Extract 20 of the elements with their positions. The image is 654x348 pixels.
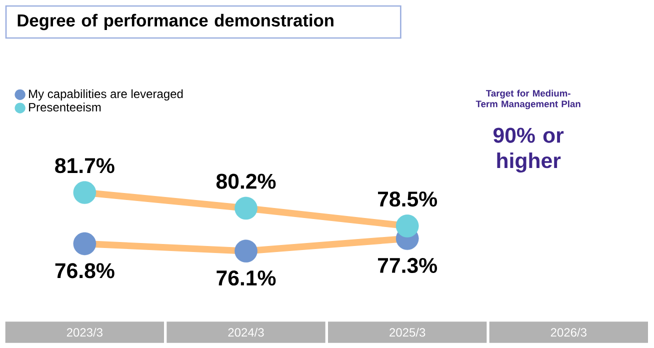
data-label: 78.5% <box>378 192 437 207</box>
data-label: 77.3% <box>378 258 437 274</box>
legend-label: My capabilities are leveraged <box>29 89 183 101</box>
x-tick-label: 2024/3 <box>228 328 264 337</box>
point <box>73 181 96 204</box>
x-tick-label: 2026/3 <box>550 328 586 337</box>
point <box>234 196 258 220</box>
text: Target for Medium-Term Management Plan <box>476 90 580 110</box>
x-tick-label: 2025/3 <box>390 328 426 337</box>
data-label: 76.8% <box>55 263 114 278</box>
point <box>396 214 419 238</box>
point <box>73 232 96 256</box>
point <box>234 240 258 262</box>
data-label: 80.2% <box>216 174 276 189</box>
chart-title: Degree of performance demonstration <box>18 14 334 30</box>
data-label: 81.7% <box>55 158 114 174</box>
text: 90% or higher <box>493 128 564 172</box>
legend-label: Presenteeism <box>29 102 101 112</box>
data-label: 76.1% <box>216 270 276 286</box>
x-tick-label: 2023/3 <box>66 328 102 337</box>
